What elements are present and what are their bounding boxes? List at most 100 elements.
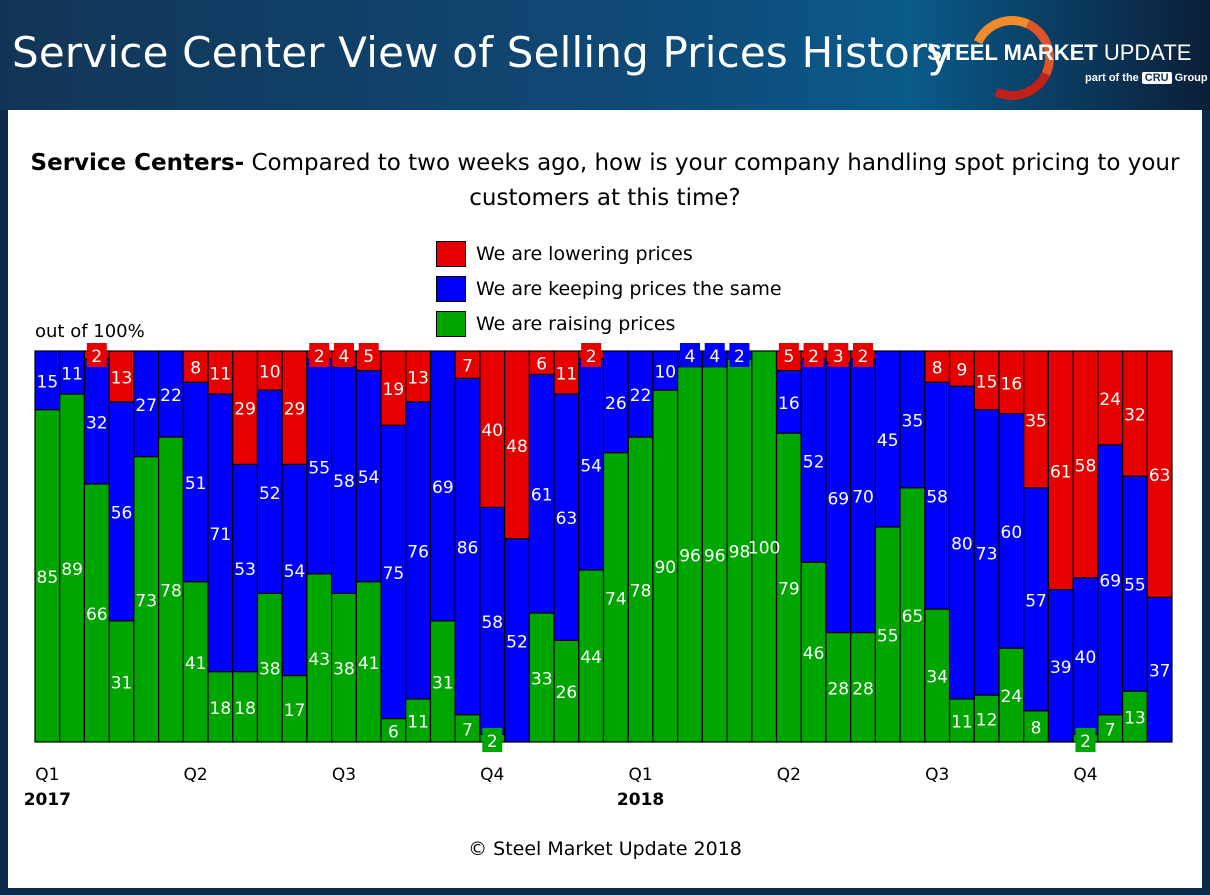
bar-segment: [1023, 350, 1050, 489]
bar-segment: [59, 393, 86, 743]
data-label: 2: [586, 347, 597, 367]
bar-segment: [454, 377, 481, 716]
data-label: 38: [259, 660, 281, 680]
data-label: 4: [685, 347, 696, 367]
data-label: 71: [210, 525, 232, 545]
chart-title-rest: Compared to two weeks ago, how is your c…: [244, 150, 1180, 211]
bar-segment: [528, 373, 555, 614]
bar-segment: [948, 350, 975, 387]
chart-title: Service Centers- Compared to two weeks a…: [0, 146, 1210, 216]
bar-segment: [652, 389, 679, 743]
data-label: 44: [580, 648, 602, 668]
data-label: 28: [827, 679, 849, 699]
x-tick-label: Q3: [332, 765, 356, 785]
data-label: 5: [783, 347, 794, 367]
data-label: 74: [605, 589, 627, 609]
data-label: 35: [902, 411, 924, 431]
data-label-box: [309, 343, 330, 367]
data-label: 78: [630, 582, 652, 602]
x-tick-label: Q4: [1073, 765, 1097, 785]
bar-segment: [627, 350, 654, 438]
data-label: 40: [1075, 648, 1097, 668]
data-label: 13: [1124, 709, 1146, 729]
data-label: 6: [536, 355, 547, 375]
data-label: 29: [284, 400, 306, 420]
data-label: 8: [190, 359, 201, 379]
data-label: 2: [487, 732, 498, 752]
data-label: 6: [388, 722, 399, 742]
data-label: 11: [556, 365, 578, 385]
data-label: 24: [1099, 390, 1121, 410]
data-label-box: [828, 343, 849, 367]
bar-segment: [256, 389, 283, 595]
data-label: 2: [1080, 732, 1091, 752]
data-label: 39: [1050, 658, 1072, 678]
legend-label: We are lowering prices: [476, 242, 693, 265]
data-label: 13: [111, 368, 133, 388]
legend-swatch-red: [436, 240, 466, 267]
data-label: 90: [654, 558, 676, 578]
data-label: 11: [61, 365, 83, 385]
logo-subtitle: part of the CRU Group: [1085, 72, 1208, 84]
bar-segment: [182, 350, 209, 383]
data-label: 2: [91, 347, 102, 367]
x-tick-label: Q4: [480, 765, 504, 785]
bar-segment: [1146, 350, 1173, 598]
data-label: 7: [1105, 720, 1116, 740]
data-label: 38: [333, 660, 355, 680]
bar-segment: [157, 350, 184, 438]
data-label: 58: [333, 472, 355, 492]
bar-segment: [973, 350, 1000, 411]
data-label: 7: [462, 357, 473, 377]
data-label: 58: [481, 613, 503, 633]
data-label: 2: [808, 347, 819, 367]
bar-segment: [306, 358, 333, 575]
data-label: 16: [778, 394, 800, 414]
bar-segment: [1146, 596, 1173, 743]
data-label: 18: [210, 699, 232, 719]
bar-segment: [479, 350, 506, 508]
data-label: 80: [951, 535, 973, 555]
data-label: 26: [556, 683, 578, 703]
data-label: 46: [803, 644, 825, 664]
data-label: 79: [778, 580, 800, 600]
bar-segment: [207, 671, 234, 743]
data-label: 34: [926, 668, 948, 688]
x-tick-label: Q1: [35, 765, 59, 785]
data-label: 32: [86, 413, 108, 433]
bar-segment: [207, 350, 234, 395]
data-label: 52: [506, 632, 528, 652]
legend-label: We are raising prices: [476, 312, 676, 335]
data-label: 73: [976, 544, 998, 564]
data-label: 10: [259, 363, 281, 383]
data-label: 41: [358, 654, 380, 674]
bar-segment: [429, 620, 456, 743]
data-label: 85: [37, 568, 59, 588]
bar-segment: [874, 350, 901, 528]
data-label: 54: [284, 562, 306, 582]
data-label: 63: [556, 509, 578, 529]
data-label: 4: [339, 347, 350, 367]
data-label: 3: [833, 347, 844, 367]
data-label: 89: [61, 560, 83, 580]
bar-segment: [34, 409, 61, 743]
bar-segment: [281, 674, 308, 743]
header-banner: Service Center View of Selling Prices Hi…: [0, 0, 1210, 112]
data-label: 9: [956, 361, 967, 381]
bar-segment: [726, 358, 753, 743]
data-label: 76: [407, 542, 429, 562]
data-label: 43: [308, 650, 330, 670]
data-label-box: [581, 343, 602, 367]
x-tick-label: Q2: [777, 765, 801, 785]
data-label: 66: [86, 605, 108, 625]
logo-brand-bold: STEEL MARKET: [927, 40, 1098, 65]
data-label: 52: [803, 452, 825, 472]
bar-segment: [256, 350, 283, 391]
x-year-label: 2017: [24, 790, 71, 810]
data-label: 58: [926, 488, 948, 508]
data-label: 61: [531, 486, 553, 506]
bar-segment: [454, 350, 481, 379]
bar-segment: [899, 487, 926, 743]
data-label: 54: [580, 456, 602, 476]
data-label: 40: [481, 421, 503, 441]
